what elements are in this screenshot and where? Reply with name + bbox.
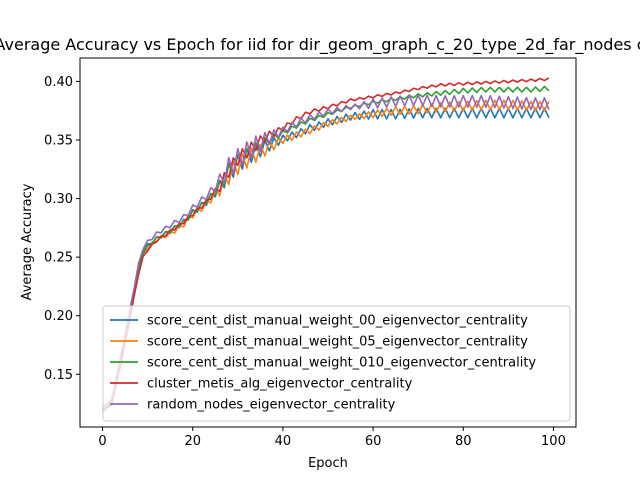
plot-area [102,77,550,413]
y-tick-label: 0.25 [44,251,73,266]
x-tick-label: 100 [541,434,566,449]
legend-label: score_cent_dist_manual_weight_05_eigenve… [147,335,528,350]
ticks: 0 20 40 60 80 100 0.15 0.20 0.25 0.30 0.35 0.40 [44,75,566,449]
series-line-4 [102,77,550,413]
chart-title: Average Accuracy vs Epoch for iid for di… [0,35,640,55]
legend-box [102,305,571,422]
legend-label: cluster_metis_alg_eigenvector_centrality [147,377,413,392]
legend-label: score_cent_dist_manual_weight_00_eigenve… [147,314,528,329]
legend: score_cent_dist_manual_weight_00_eigenve… [102,305,571,422]
series-line-2 [102,99,550,413]
y-tick-label: 0.20 [44,309,73,324]
y-tick-label: 0.30 [44,192,73,207]
x-tick-label: 40 [275,434,292,449]
x-tick-label: 60 [365,434,382,449]
x-tick-label: 20 [184,434,201,449]
legend-label: score_cent_dist_manual_weight_010_eigenv… [147,356,536,371]
y-tick-label: 0.40 [44,75,73,90]
legend-label: random_nodes_eigenvector_centrality [147,398,396,413]
y-axis-title: Average Accuracy [20,183,35,300]
x-tick-label: 0 [98,434,106,449]
x-tick-label: 80 [455,434,472,449]
axes-frame [79,57,577,428]
series-line-5 [102,94,550,408]
y-tick-label: 0.35 [44,134,73,149]
x-axis-title: Epoch [308,456,348,471]
y-tick-label: 0.15 [44,368,73,383]
